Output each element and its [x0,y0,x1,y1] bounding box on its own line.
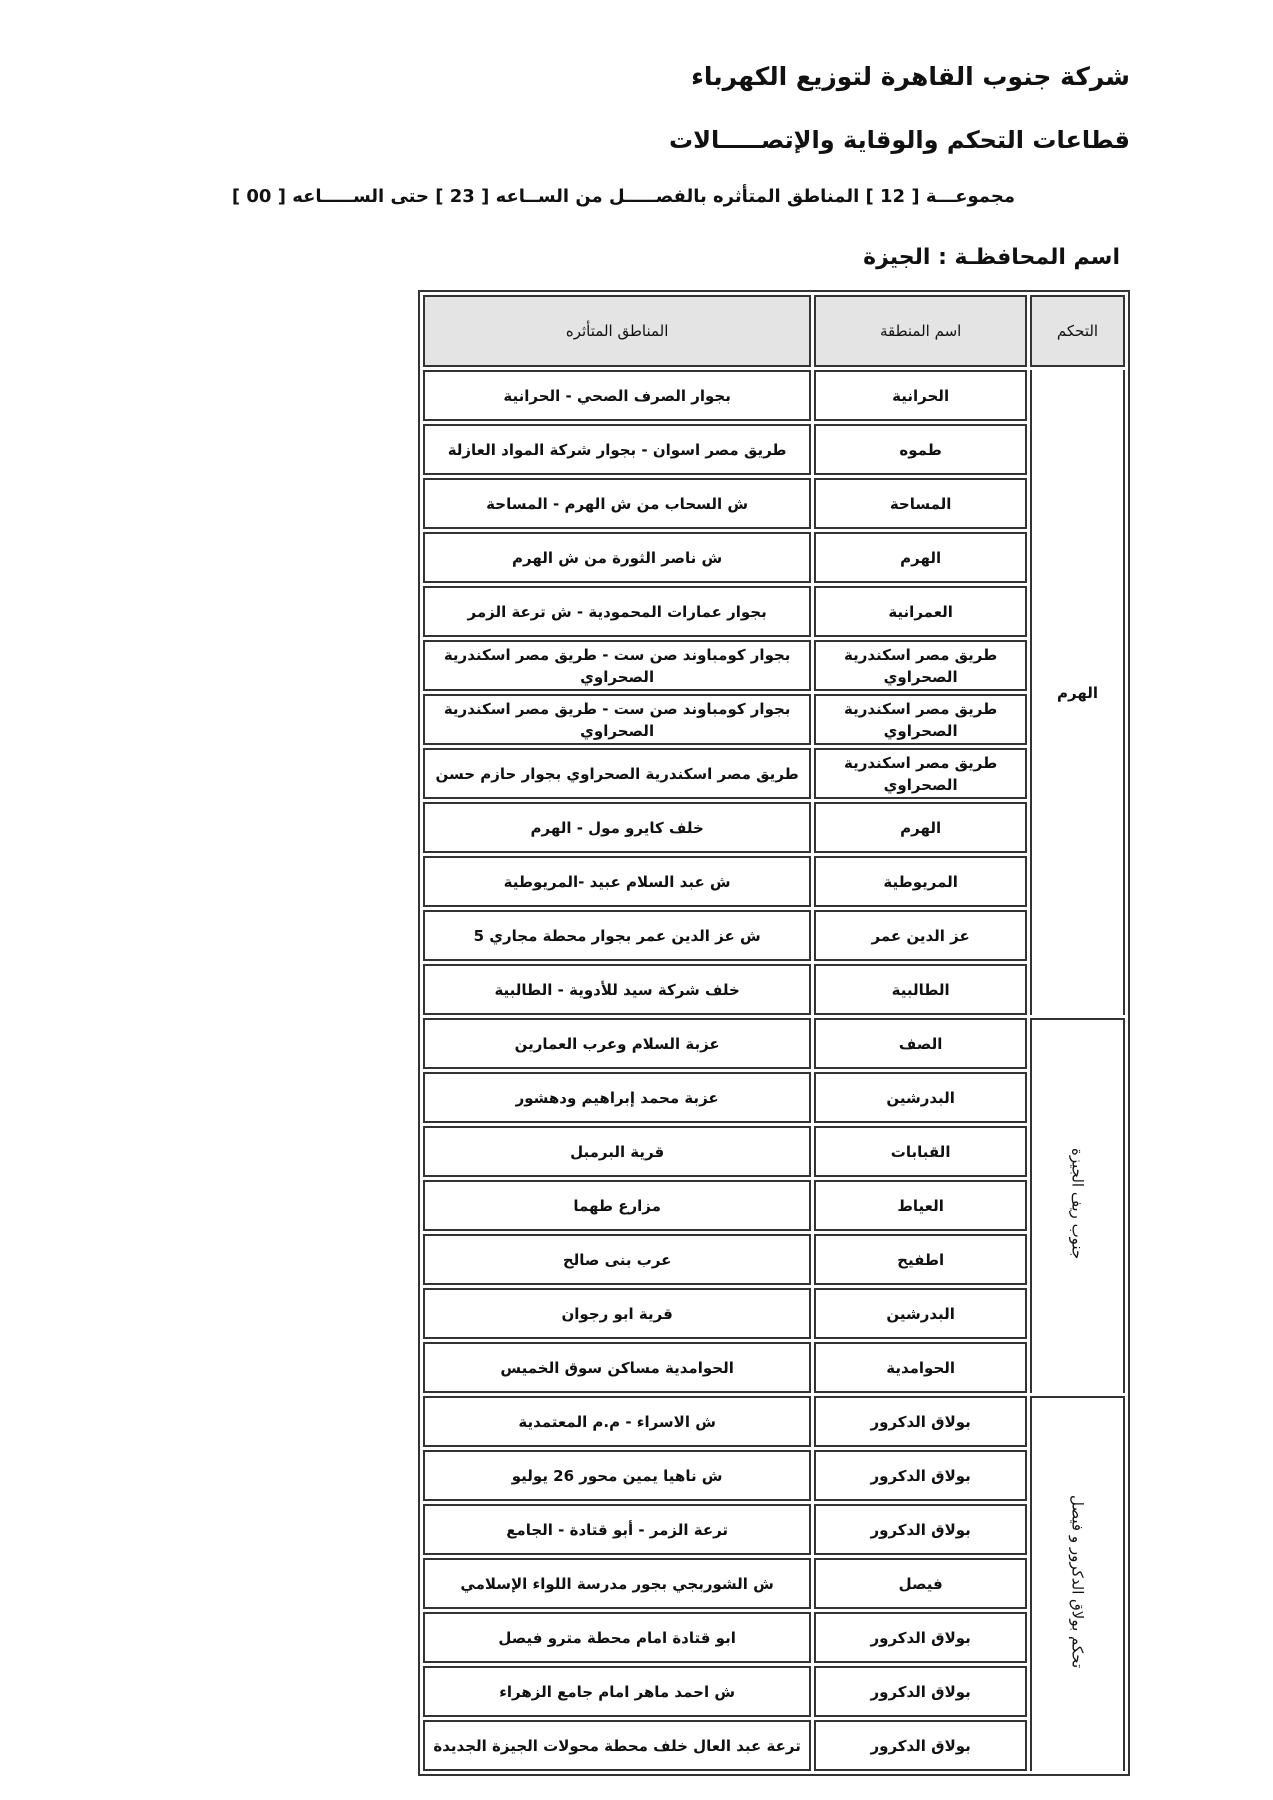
table-row: الهرم الحرانية بجوار الصرف الصحي - الحراني… [423,370,1125,1015]
column-header-control: التحكم [1030,295,1125,367]
table-row: طريق مصر اسكندرية الصحراوي طريق مصر اسكند… [423,748,1125,799]
table-row: فيصل ش الشوربجي بجور مدرسة اللواء الإسلام… [423,1558,1125,1609]
affected-areas-cell: بجوار كومباوند صن ست - طريق مصر اسكندرية… [423,694,812,745]
region-cell: فيصل [814,1558,1028,1609]
table-row: بولاق الدكرور ترعة عبد العال خلف محطة محو… [423,1720,1125,1771]
affected-areas-cell: الحوامدية مساكن سوق الخميس [423,1342,812,1393]
table-row: اطفيح عرب بنى صالح [423,1234,1125,1285]
table-row: طموه طريق مصر اسوان - بجوار شركة المواد ا… [423,424,1125,475]
region-cell: العمرانية [814,586,1028,637]
region-cell: اطفيح [814,1234,1028,1285]
region-cell: عز الدين عمر [814,910,1028,961]
region-cell: البدرشين [814,1288,1028,1339]
region-cell: بولاق الدكرور [814,1720,1028,1771]
table-row: العمرانية بجوار عمارات المحمودية - ش ترعة… [423,586,1125,637]
table-row: المريوطية ش عبد السلام عبيد -المريوطية [423,856,1125,907]
affected-areas-table: التحكم اسم المنطقة المناطق المتأثره الهر… [418,290,1130,1776]
affected-areas-cell: ترعة عبد العال خلف محطة محولات الجيزة ال… [423,1720,812,1771]
table-row: بولاق الدكرور ابو قتادة امام محطة مترو في… [423,1612,1125,1663]
region-cell: العياط [814,1180,1028,1231]
region-cell: بولاق الدكرور [814,1504,1028,1555]
affected-areas-cell: ش الشوربجي بجور مدرسة اللواء الإسلامي [423,1558,812,1609]
table-row: العياط مزارع طهما [423,1180,1125,1231]
region-cell: طريق مصر اسكندرية الصحراوي [814,748,1028,799]
affected-areas-cell: ابو قتادة امام محطة مترو فيصل [423,1612,812,1663]
affected-areas-cell: قرية البرمبل [423,1126,812,1177]
region-cell: الصف [814,1018,1028,1069]
control-cell: جنوب ريف الجيزة [1030,1018,1125,1393]
table-row: بولاق الدكرور ترعة الزمر - أبو قتادة - ال… [423,1504,1125,1555]
region-cell: طريق مصر اسكندرية الصحراوي [814,640,1028,691]
table-header-row: التحكم اسم المنطقة المناطق المتأثره [423,295,1125,367]
affected-areas-cell: عرب بنى صالح [423,1234,812,1285]
affected-areas-cell: ش الاسراء - م.م المعتمدية [423,1396,812,1447]
table-row: الهرم ش ناصر الثورة من ش الهرم [423,532,1125,583]
control-label: تحكم بولاق الدكرور و فيصل [1068,1494,1087,1669]
affected-areas-cell: ش ناهيا يمين محور 26 يوليو [423,1450,812,1501]
table-row: البدرشين قرية ابو رجوان [423,1288,1125,1339]
affected-areas-cell: طريق مصر اسوان - بجوار شركة المواد العاز… [423,424,812,475]
affected-areas-cell: ش عز الدين عمر بجوار محطة مجاري 5 [423,910,812,961]
affected-areas-cell: ترعة الزمر - أبو قتادة - الجامع [423,1504,812,1555]
affected-areas-cell: طريق مصر اسكندرية الصحراوي بجوار حازم حس… [423,748,812,799]
table-row: البدرشين عزبة محمد إبراهيم ودهشور [423,1072,1125,1123]
table-row: المساحة ش السحاب من ش الهرم - المساحة [423,478,1125,529]
table-row: عز الدين عمر ش عز الدين عمر بجوار محطة مج… [423,910,1125,961]
affected-areas-cell: مزارع طهما [423,1180,812,1231]
region-cell: بولاق الدكرور [814,1396,1028,1447]
affected-areas-cell: بجوار كومباوند صن ست - طريق مصر اسكندرية… [423,640,812,691]
table-row: بولاق الدكرور ش ناهيا يمين محور 26 يوليو [423,1450,1125,1501]
region-cell: البدرشين [814,1072,1028,1123]
affected-areas-cell: ش السحاب من ش الهرم - المساحة [423,478,812,529]
governorate-label: اسم المحافظـة : الجيزة [863,245,1120,270]
company-title: شركة جنوب القاهرة لتوزيع الكهرباء [691,62,1130,91]
table-row: طريق مصر اسكندرية الصحراوي بجوار كومباوند… [423,694,1125,745]
affected-areas-cell: ش ناصر الثورة من ش الهرم [423,532,812,583]
affected-areas-cell: عزبة محمد إبراهيم ودهشور [423,1072,812,1123]
region-cell: الحرانية [814,370,1028,421]
table-row: بولاق الدكرور ش احمد ماهر امام جامع الزهر… [423,1666,1125,1717]
table-row: طريق مصر اسكندرية الصحراوي بجوار كومباوند… [423,640,1125,691]
table-row: الهرم خلف كايرو مول - الهرم [423,802,1125,853]
region-cell: الهرم [814,532,1028,583]
column-header-areas: المناطق المتأثره [423,295,812,367]
sector-title: قطاعات التحكم والوقاية والإتصـــــالات [669,126,1130,154]
region-cell: المريوطية [814,856,1028,907]
region-cell: بولاق الدكرور [814,1666,1028,1717]
control-label: جنوب ريف الجيزة [1068,1147,1087,1260]
affected-areas-cell: خلف كايرو مول - الهرم [423,802,812,853]
control-cell: تحكم بولاق الدكرور و فيصل [1030,1396,1125,1771]
region-cell: طريق مصر اسكندرية الصحراوي [814,694,1028,745]
affected-areas-cell: ش عبد السلام عبيد -المريوطية [423,856,812,907]
table-row: الطالبية خلف شركة سيد للأدوية - الطالبية [423,964,1125,1015]
region-cell: القبابات [814,1126,1028,1177]
region-cell: الحوامدية [814,1342,1028,1393]
region-cell: الهرم [814,802,1028,853]
region-cell: بولاق الدكرور [814,1450,1028,1501]
control-cell: الهرم [1030,370,1125,1015]
region-cell: طموه [814,424,1028,475]
affected-areas-cell: قرية ابو رجوان [423,1288,812,1339]
region-cell: الطالبية [814,964,1028,1015]
affected-areas-cell: خلف شركة سيد للأدوية - الطالبية [423,964,812,1015]
affected-areas-cell: ش احمد ماهر امام جامع الزهراء [423,1666,812,1717]
region-cell: المساحة [814,478,1028,529]
affected-areas-cell: بجوار عمارات المحمودية - ش ترعة الزمر [423,586,812,637]
group-schedule-line: مجموعـــة [ 12 ] المناطق المتأثره بالفصـ… [231,186,1015,207]
control-label: الهرم [1057,683,1099,702]
table-row: الحوامدية الحوامدية مساكن سوق الخميس [423,1342,1125,1393]
table-row: القبابات قرية البرمبل [423,1126,1125,1177]
table-row: جنوب ريف الجيزة الصف عزبة السلام وعرب العم… [423,1018,1125,1393]
table-row: تحكم بولاق الدكرور و فيصل بولاق الدكرور ش … [423,1396,1125,1771]
affected-areas-cell: بجوار الصرف الصحي - الحرانية [423,370,812,421]
column-header-region: اسم المنطقة [814,295,1028,367]
affected-areas-cell: عزبة السلام وعرب العمارين [423,1018,812,1069]
region-cell: بولاق الدكرور [814,1612,1028,1663]
